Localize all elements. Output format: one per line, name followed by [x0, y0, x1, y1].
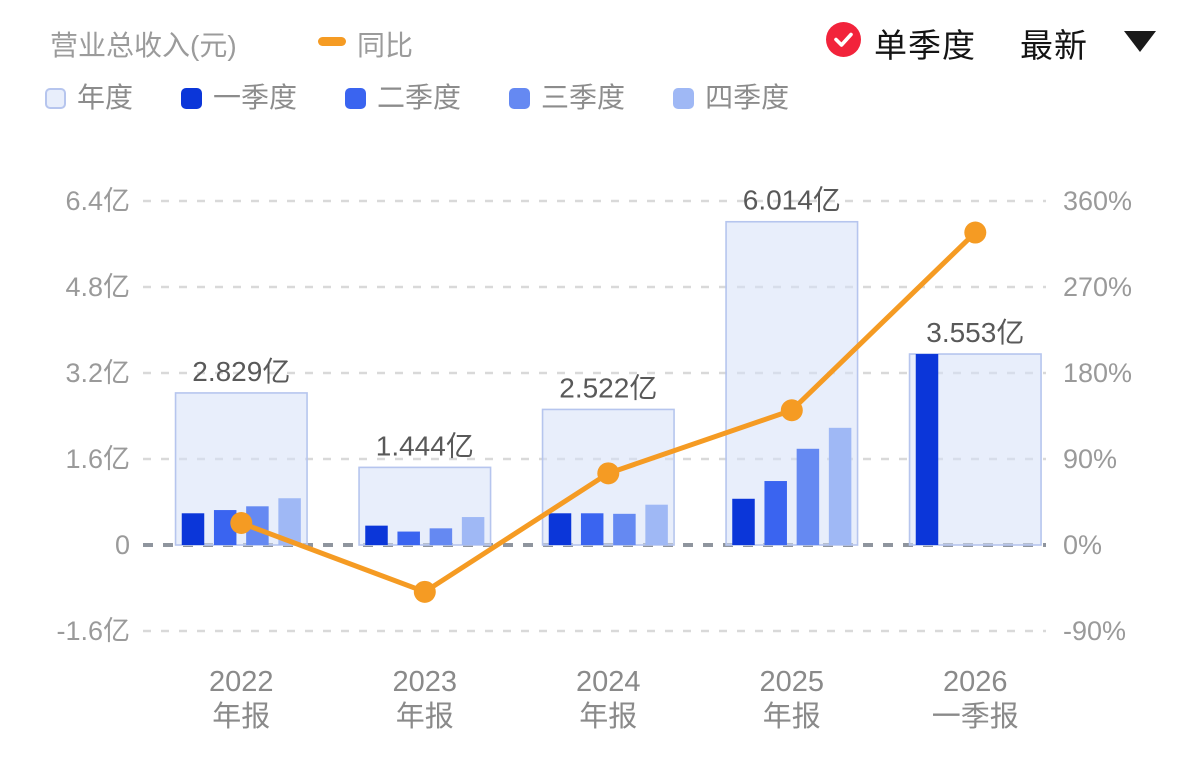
quarter-bar-q3[interactable]: [246, 506, 269, 545]
yoy-line-legend-label: 同比: [357, 30, 414, 61]
right-axis-tick: 90%: [1063, 444, 1117, 474]
legend-swatch-icon: [345, 87, 367, 109]
quarter-bar-q1[interactable]: [181, 513, 205, 545]
left-axis-tick: 4.8亿: [65, 272, 130, 302]
left-axis-tick: 6.4亿: [65, 186, 130, 216]
right-axis-tick: 0%: [1063, 530, 1102, 560]
dropdown-caret-icon[interactable]: [1124, 31, 1156, 52]
quarter-bar-q1[interactable]: [365, 525, 388, 545]
legend-item-label: 四季度: [705, 82, 790, 113]
legend-swatch-icon: [673, 87, 695, 109]
single-quarter-toggle[interactable]: 单季度: [874, 27, 976, 64]
left-axis-tick: 1.6亿: [65, 444, 130, 474]
legend-swatch-icon: [45, 87, 66, 109]
quarter-bar-q1[interactable]: [732, 498, 755, 545]
quarter-bar-q2[interactable]: [213, 510, 237, 545]
legend-item-q4[interactable]: 四季度: [673, 84, 789, 112]
left-axis-tick: 0: [115, 530, 130, 560]
legend-item-q3[interactable]: 三季度: [509, 84, 625, 112]
bar-value-label: 6.014亿: [743, 185, 841, 216]
quarter-bar-q4[interactable]: [461, 517, 485, 545]
quarter-bar-q4[interactable]: [278, 498, 301, 545]
x-axis-label: 2022 年报: [209, 666, 274, 733]
yoy-line-legend-icon: [318, 37, 346, 46]
right-axis-tick: 270%: [1063, 272, 1132, 302]
right-axis-tick: -90%: [1063, 616, 1126, 646]
quarter-bar-q2[interactable]: [764, 481, 787, 545]
left-axis-tick: -1.6亿: [56, 616, 130, 646]
legend-item-label: 一季度: [213, 82, 298, 113]
yoy-point[interactable]: [230, 512, 253, 535]
x-axis-label: 2024 年报: [576, 666, 641, 733]
yoy-point[interactable]: [780, 399, 803, 422]
right-axis-tick: 180%: [1063, 358, 1132, 388]
x-axis-label: 2023 年报: [393, 666, 458, 733]
x-axis-label: 2026 一季报: [932, 666, 1019, 733]
legend-swatch-icon: [509, 87, 531, 109]
yoy-point[interactable]: [597, 462, 620, 485]
latest-period-selector[interactable]: 最新: [1020, 27, 1088, 64]
legend-item-label: 年度: [77, 82, 134, 113]
legend-item-q1[interactable]: 一季度: [181, 84, 297, 112]
bar-value-label: 3.553亿: [926, 317, 1024, 348]
quarter-bar-q4[interactable]: [645, 504, 668, 545]
check-icon[interactable]: [826, 22, 861, 57]
quarter-bar-q1[interactable]: [915, 354, 939, 545]
yoy-point[interactable]: [413, 580, 436, 603]
quarter-bar-q1[interactable]: [548, 513, 572, 545]
chart-title: 营业总收入(元): [50, 30, 237, 61]
legend-item-label: 三季度: [541, 82, 626, 113]
legend-item-annual[interactable]: 年度: [45, 84, 133, 112]
series-legend: 年度 一季度 二季度 三季度 四季度: [45, 84, 789, 112]
left-axis-tick: 3.2亿: [65, 358, 130, 388]
quarter-bar-q2[interactable]: [397, 531, 420, 545]
quarter-bar-q3[interactable]: [796, 448, 820, 545]
x-axis-label: 2025 年报: [760, 666, 825, 733]
yoy-point[interactable]: [964, 221, 987, 244]
legend-item-q2[interactable]: 二季度: [345, 84, 461, 112]
quarter-bar-q3[interactable]: [613, 513, 636, 545]
bar-value-label: 1.444亿: [376, 430, 474, 461]
quarter-bar-q3[interactable]: [429, 528, 453, 545]
legend-swatch-icon: [181, 87, 203, 109]
legend-item-label: 二季度: [377, 82, 462, 113]
bar-value-label: 2.829亿: [192, 356, 290, 387]
bar-value-label: 2.522亿: [559, 372, 657, 403]
quarter-bar-q2[interactable]: [580, 513, 604, 545]
quarter-bar-q4[interactable]: [828, 427, 852, 545]
right-axis-tick: 360%: [1063, 186, 1132, 216]
